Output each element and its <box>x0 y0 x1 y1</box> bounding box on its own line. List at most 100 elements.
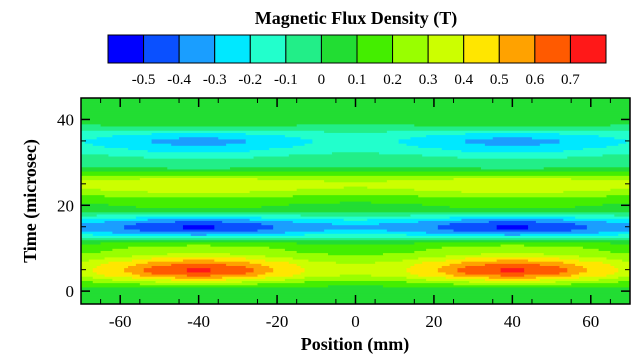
heatmap-cell <box>226 278 286 281</box>
heatmap-cell <box>414 123 611 127</box>
heatmap-cell <box>81 241 102 245</box>
colorbar-swatch <box>498 34 536 64</box>
heatmap-cell <box>81 158 630 161</box>
heatmap-cell <box>104 220 176 224</box>
heatmap-cell <box>100 123 298 127</box>
heatmap-cell <box>96 265 129 269</box>
heatmap-cell <box>614 136 630 140</box>
heatmap-cell <box>571 282 630 286</box>
heatmap-cell <box>484 263 541 266</box>
heatmap-cell <box>418 273 455 277</box>
heatmap-cell <box>539 263 576 266</box>
heatmap-cell <box>618 280 630 284</box>
y-tick-label: 20 <box>57 196 74 215</box>
heatmap-cell <box>81 115 630 118</box>
heatmap-cell <box>437 224 498 228</box>
heatmap-cell <box>245 271 266 275</box>
heatmap-cell <box>524 243 630 247</box>
heatmap-cell <box>81 224 125 228</box>
heatmap-cell <box>496 258 529 262</box>
heatmap-cell <box>171 143 227 146</box>
heatmap-cell <box>151 132 247 136</box>
heatmap-cell <box>563 261 604 264</box>
heatmap-cell <box>81 291 630 294</box>
heatmap-cell <box>186 243 212 247</box>
heatmap-cell <box>81 239 630 243</box>
heatmap-cell <box>81 254 133 258</box>
heatmap-cell <box>292 220 419 224</box>
heatmap-cell <box>167 252 231 256</box>
heatmap-cell <box>288 261 337 264</box>
heatmap-cell <box>579 254 630 258</box>
heatmap-cell <box>586 226 630 230</box>
heatmap-cell <box>618 267 630 271</box>
heatmap-cell <box>273 226 439 230</box>
heatmap-cell <box>230 166 482 170</box>
heatmap-cell <box>571 228 630 232</box>
heatmap-cell <box>445 276 490 279</box>
heatmap-cell <box>386 228 455 232</box>
heatmap-cell <box>222 220 294 224</box>
heatmap-cell <box>214 224 274 228</box>
heatmap-cell <box>288 153 423 157</box>
heatmap-cell <box>81 140 86 144</box>
x-tick-label: 40 <box>504 312 521 331</box>
heatmap-cell <box>81 145 106 148</box>
heatmap-cell <box>371 201 630 204</box>
heatmap-cell <box>465 140 561 144</box>
heatmap-cell <box>81 183 630 187</box>
heatmap-cell <box>414 263 451 266</box>
heatmap-cell <box>610 250 630 254</box>
colorbar-tick-label: 0.5 <box>490 72 509 88</box>
heatmap-cell <box>81 213 98 217</box>
heatmap-cell <box>104 256 153 260</box>
heatmap-cell <box>151 265 247 269</box>
heatmap-cell <box>453 228 572 232</box>
heatmap-cell <box>218 136 302 140</box>
heatmap-cell <box>222 276 266 279</box>
heatmap-cell <box>81 269 94 273</box>
heatmap-cell <box>210 269 255 273</box>
heatmap-cell <box>331 151 380 155</box>
heatmap-cell <box>81 205 137 209</box>
heatmap-cell <box>496 226 529 230</box>
heatmap-cell <box>81 170 630 174</box>
heatmap-cell <box>81 190 149 194</box>
heatmap-cell <box>81 192 630 196</box>
heatmap-cell <box>406 269 439 273</box>
colorbar-tick-label: -0.1 <box>274 72 298 88</box>
heatmap-cell <box>112 231 286 234</box>
colorbar-tick-label: -0.3 <box>203 72 227 88</box>
y-tick-label: 40 <box>57 110 74 129</box>
x-tick-label: 20 <box>425 312 442 331</box>
heatmap-cell <box>81 177 141 181</box>
heatmap-cell <box>488 276 537 279</box>
colorbar-swatch <box>285 34 322 64</box>
heatmap-cell <box>559 140 627 144</box>
heatmap-cell <box>131 271 153 275</box>
heatmap-cell <box>563 218 630 221</box>
heatmap-cell <box>300 265 411 269</box>
heatmap-cell <box>226 263 262 266</box>
heatmap-cell <box>284 248 427 251</box>
heatmap-cell <box>614 265 630 269</box>
heatmap-cell <box>586 269 619 273</box>
heatmap-cell <box>81 155 145 159</box>
heatmap-cell <box>257 273 294 277</box>
heatmap-cell <box>81 209 630 213</box>
heatmap-cell <box>249 218 345 221</box>
heatmap-cell <box>88 258 133 262</box>
heatmap-cell <box>135 222 262 226</box>
x-tick-label: 0 <box>351 312 360 331</box>
heatmap-cell <box>445 271 466 275</box>
heatmap-cell <box>261 216 451 219</box>
heatmap-cell <box>284 134 427 138</box>
heatmap-cell <box>131 254 266 258</box>
heatmap-cell <box>81 211 630 215</box>
colorbar-swatch <box>320 34 358 64</box>
heatmap-cell <box>422 153 604 157</box>
heatmap-cell <box>273 269 306 273</box>
heatmap-cell <box>108 203 290 206</box>
heatmap-cell <box>155 280 243 284</box>
heatmap-cell <box>457 155 568 159</box>
